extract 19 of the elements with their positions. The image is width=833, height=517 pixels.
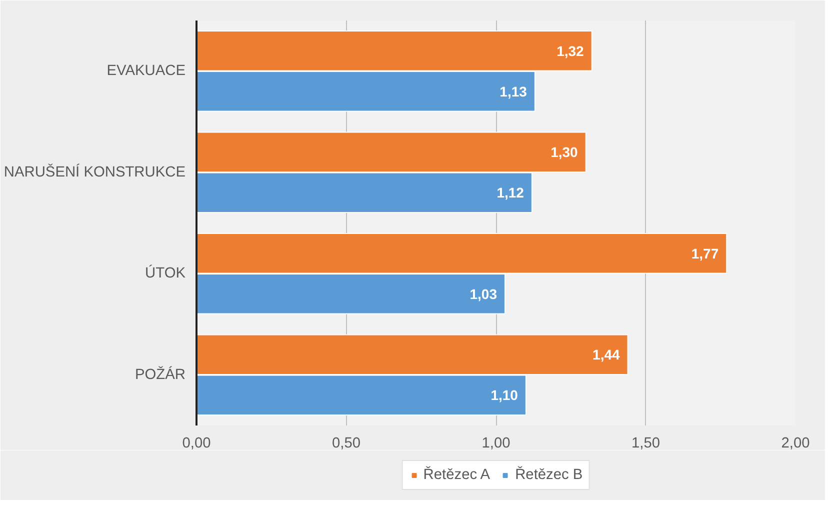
data-label: 1,44 <box>592 346 620 363</box>
data-label: 1,32 <box>556 42 584 59</box>
x-tick-label: 0,50 <box>332 436 361 452</box>
y-tick-label: POŽÁR <box>135 366 186 383</box>
legend-label: Řetězec A <box>423 467 490 483</box>
legend-label: Řetězec B <box>515 467 583 483</box>
data-label: 1,30 <box>550 144 578 160</box>
x-tick-label: 1,50 <box>631 436 660 452</box>
y-tick-label: ÚTOK <box>145 264 186 282</box>
y-tick-label: EVAKUACE <box>106 63 186 80</box>
data-label: 1,77 <box>691 245 719 262</box>
data-label: 1,10 <box>490 387 518 404</box>
x-tick-label: 2,00 <box>781 436 810 452</box>
data-label: 1,13 <box>500 83 528 100</box>
data-label: 1,03 <box>470 286 498 302</box>
x-tick-label: 1,00 <box>482 436 510 452</box>
data-label: 1,12 <box>496 184 524 201</box>
y-tick-label: NARUŠENÍ KONSTRUKCE <box>4 163 186 180</box>
x-tick-label: 0,00 <box>182 436 211 452</box>
